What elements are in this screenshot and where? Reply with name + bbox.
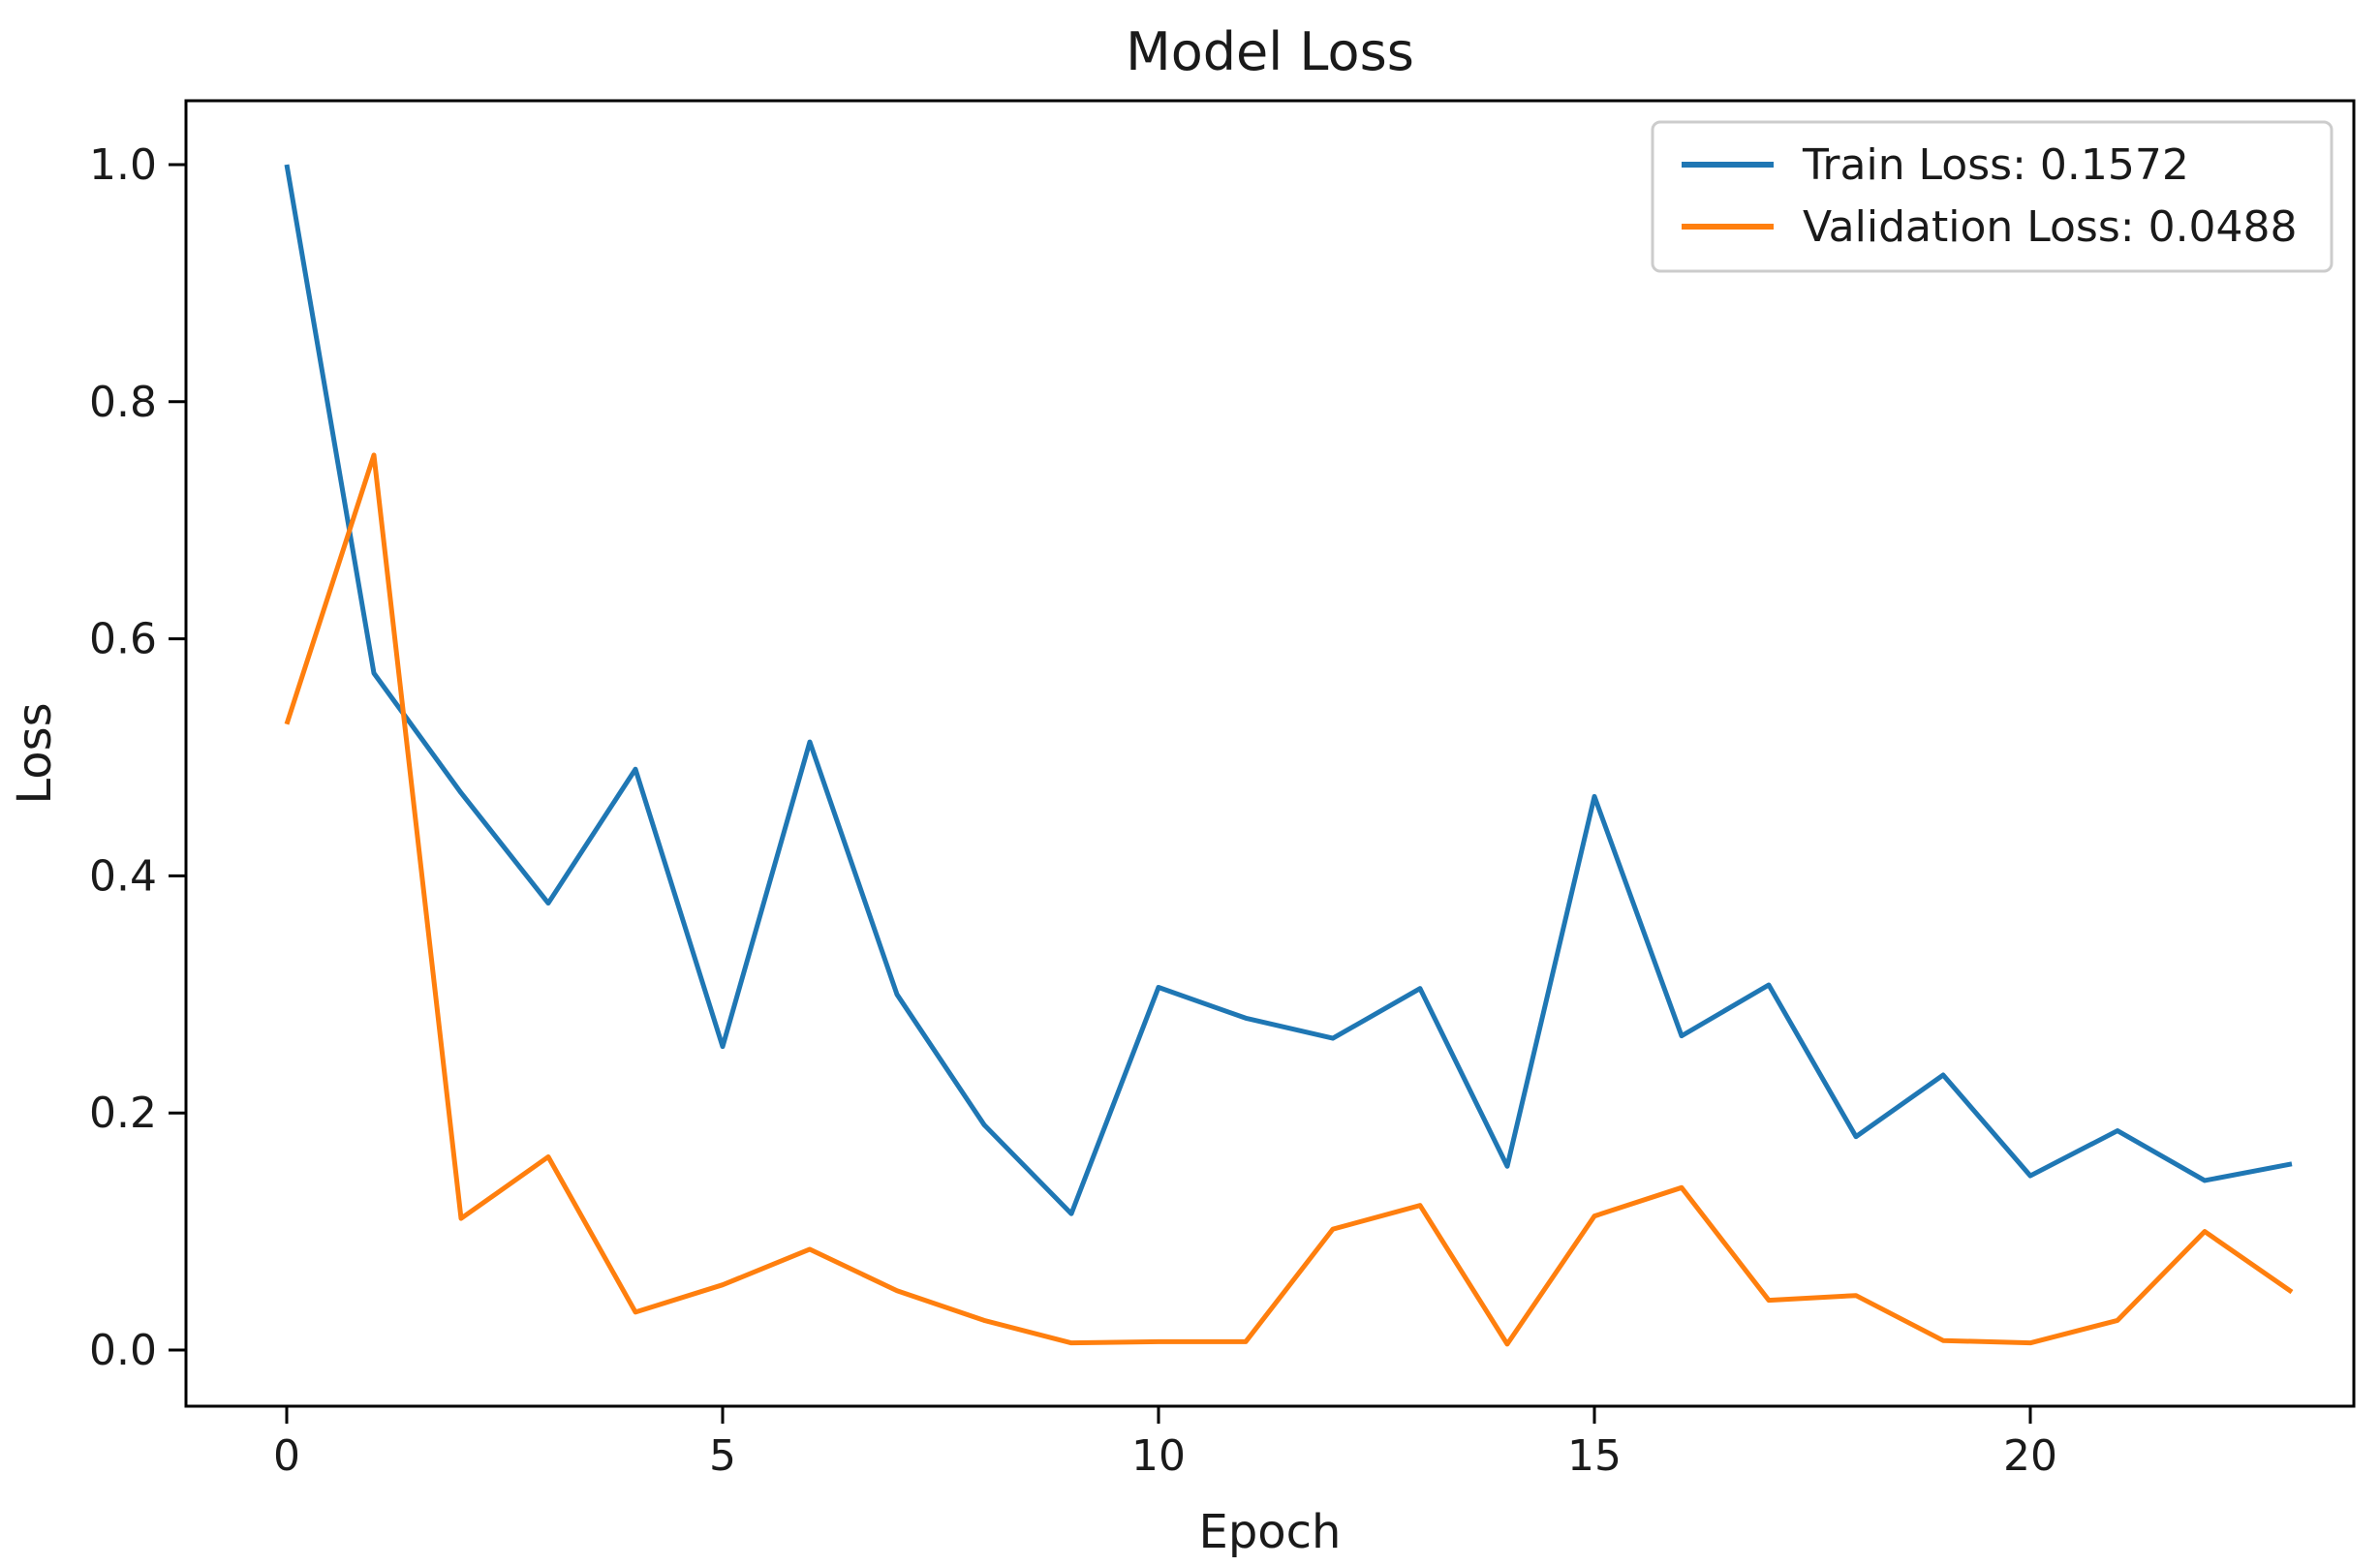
x-tick-label: 20 <box>2003 1431 2057 1481</box>
legend: Train Loss: 0.1572 Validation Loss: 0.04… <box>1651 120 2334 273</box>
y-tick-label: 0.6 <box>89 615 157 664</box>
x-tick-label: 5 <box>709 1431 736 1481</box>
x-axis-label: Epoch <box>1199 1505 1342 1559</box>
y-tick-label: 0.4 <box>89 851 157 901</box>
y-tick-label: 0.0 <box>89 1326 157 1375</box>
validation-loss-legend-label: Validation Loss: 0.0488 <box>1803 202 2298 252</box>
train-loss-legend-label: Train Loss: 0.1572 <box>1802 140 2189 190</box>
x-axis-ticks: 0 5 10 15 20 <box>273 1406 2057 1481</box>
x-tick-label: 10 <box>1131 1431 1186 1481</box>
y-tick-label: 0.2 <box>89 1089 157 1138</box>
validation-loss-line <box>284 452 2294 1347</box>
y-axis-ticks: 0.0 0.2 0.4 0.6 0.8 1.0 <box>89 140 186 1375</box>
x-tick-label: 15 <box>1567 1431 1622 1481</box>
y-tick-label: 1.0 <box>89 140 157 190</box>
y-tick-label: 0.8 <box>89 378 157 427</box>
chart-title: Model Loss <box>1126 21 1414 82</box>
legend-box <box>1651 120 2334 273</box>
train-loss-line <box>284 164 2293 1216</box>
plot-area <box>184 99 2356 1408</box>
series-lines <box>284 164 2294 1347</box>
x-tick-label: 0 <box>273 1431 300 1481</box>
y-axis-label: Loss <box>8 702 62 804</box>
